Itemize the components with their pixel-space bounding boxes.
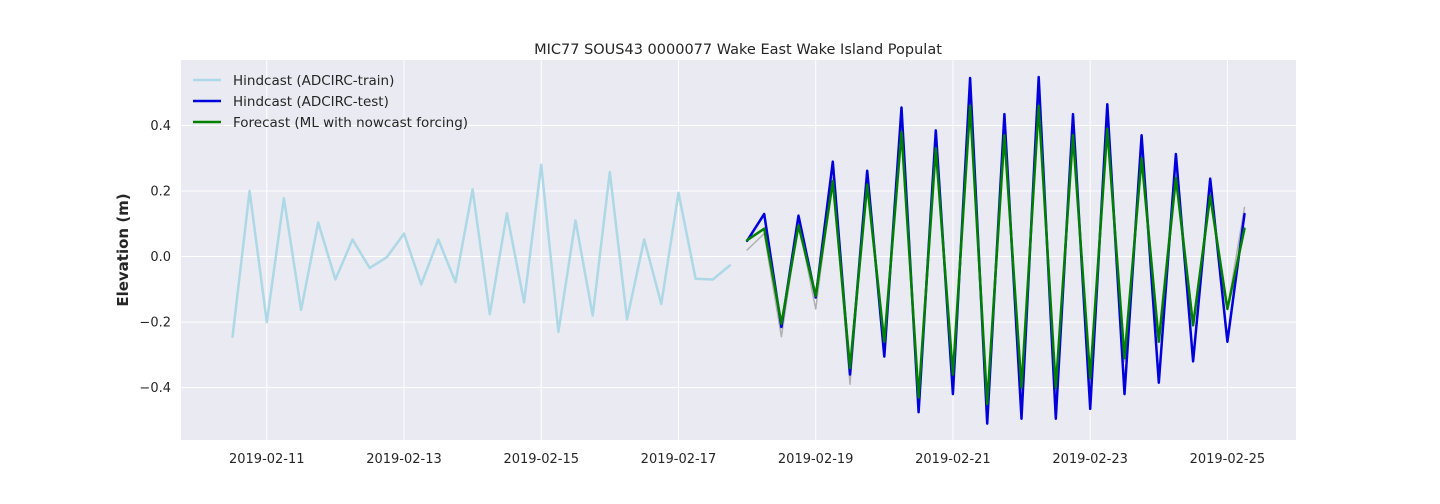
y-tick-label: 0.0	[150, 250, 171, 265]
y-tick-label: 0.2	[150, 185, 171, 200]
x-tick-label: 2019-02-19	[778, 452, 854, 467]
series-line-forecast-ml-with-nowcast-forcing	[745, 104, 1246, 406]
legend: Hindcast (ADCIRC-train) Hindcast (ADCIRC-…	[193, 73, 468, 131]
y-tick-label: 0.4	[150, 119, 171, 134]
x-tick-label: 2019-02-21	[915, 452, 991, 467]
y-axis-label: Elevation (m)	[114, 193, 132, 306]
legend-label: Hindcast (ADCIRC-test)	[233, 94, 389, 110]
series-line-hindcast-adcirc-train	[231, 163, 732, 339]
plot-area	[181, 60, 1296, 440]
x-tick-label: 2019-02-15	[503, 452, 579, 467]
x-tick-label: 2019-02-17	[641, 452, 717, 467]
x-tick-label: 2019-02-23	[1052, 452, 1128, 467]
series-lines	[231, 75, 1246, 425]
x-tick-label: 2019-02-11	[229, 452, 305, 467]
y-gridlines	[181, 125, 1296, 389]
legend-label: Forecast (ML with nowcast forcing)	[233, 115, 468, 131]
chart-title: MIC77 SOUS43 0000077 Wake East Wake Isla…	[534, 42, 942, 58]
x-tick-labels: 2019-02-11 2019-02-13 2019-02-15 2019-02-17…	[229, 452, 1265, 467]
x-tick-label: 2019-02-13	[366, 452, 442, 467]
y-tick-labels: −0.4 −0.2 0.0 0.2 0.4	[139, 119, 171, 396]
y-tick-label: −0.2	[139, 316, 171, 331]
legend-label: Hindcast (ADCIRC-train)	[233, 73, 394, 89]
y-tick-label: −0.4	[139, 381, 171, 396]
x-tick-label: 2019-02-25	[1190, 452, 1266, 467]
